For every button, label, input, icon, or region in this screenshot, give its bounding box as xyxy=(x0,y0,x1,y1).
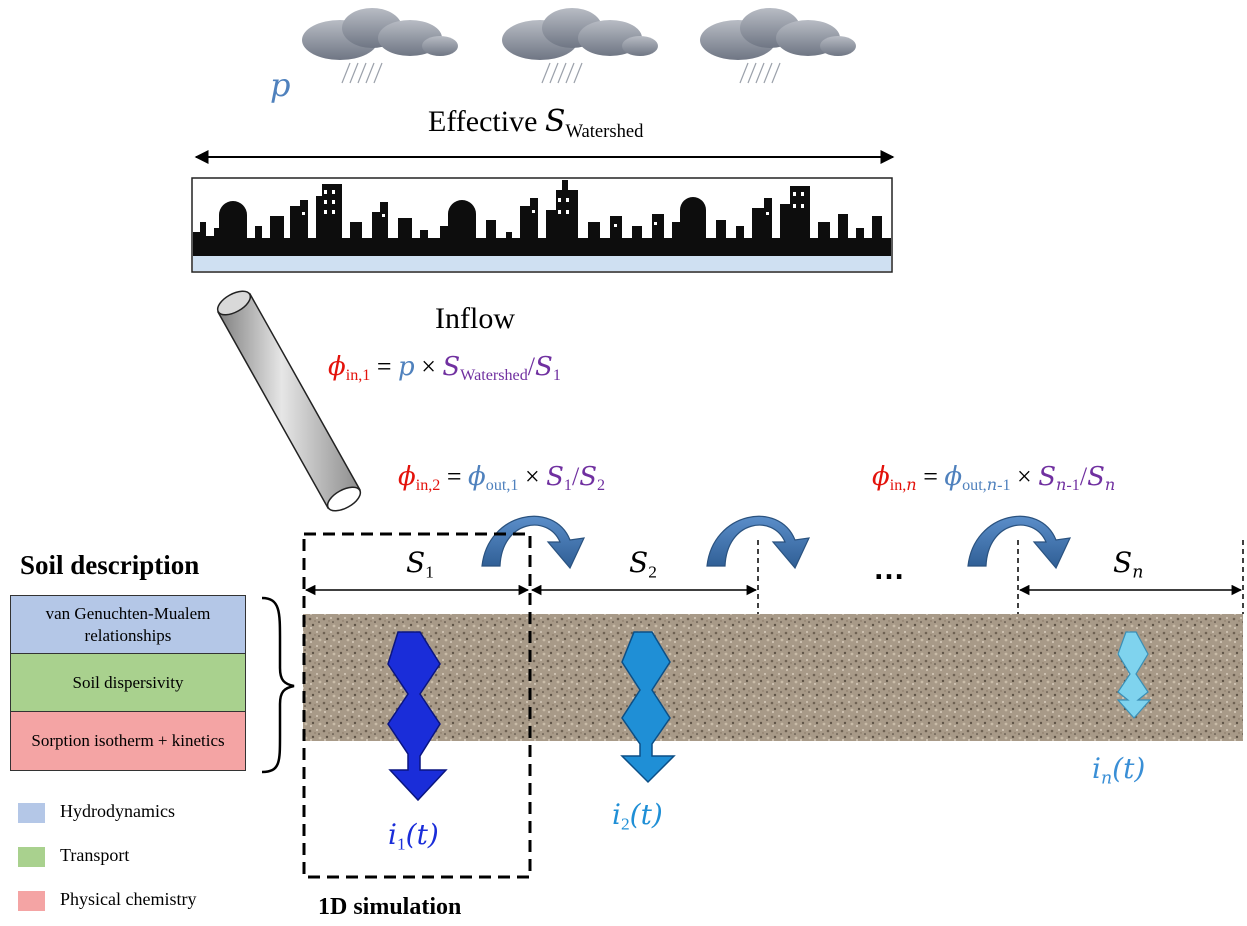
segment-label-1: S1 xyxy=(406,546,434,583)
surface-subscript: 1 xyxy=(563,477,572,495)
phi-symbol: ϕ xyxy=(468,462,486,492)
infiltration-arrow-2 xyxy=(620,631,676,784)
phi-symbol: ϕ xyxy=(944,462,963,492)
legend-swatch-hydrodynamics xyxy=(18,803,45,823)
slash: / xyxy=(527,352,535,381)
city-skyline-icon xyxy=(191,177,893,273)
phi-subscript: in, xyxy=(889,477,907,495)
surface-subscript: 1 xyxy=(552,367,561,385)
infiltration-label-2: i2(t) xyxy=(612,798,663,835)
infiltration-argument: (t) xyxy=(405,818,439,851)
infiltration-symbol: i xyxy=(1092,752,1101,785)
transfer-arrow-icon xyxy=(706,515,811,570)
infiltration-subscript: n xyxy=(1100,768,1113,789)
cloud-icon xyxy=(700,8,856,84)
infiltration-arrow-1 xyxy=(387,631,448,802)
simulation-label: 1D simulation xyxy=(318,894,462,920)
segment-subscript: n xyxy=(1132,562,1144,583)
soil-description-title: Soil description xyxy=(20,550,200,580)
soil-box-hydrodynamics: van Genuchten-Mualem relationships xyxy=(10,595,246,654)
times-sign: × xyxy=(414,352,443,381)
soil-box-physical-chemistry: Sorption isotherm + kinetics xyxy=(10,712,246,771)
surface-subscript-offset: -1 xyxy=(1066,477,1080,495)
soil-box-transport: Soil dispersivity xyxy=(10,654,246,712)
surface-subscript: Watershed xyxy=(460,367,528,385)
watershed-subscript: Watershed xyxy=(565,120,644,142)
surface-symbol: S xyxy=(442,352,461,382)
segment-label-2: S2 xyxy=(629,546,657,583)
legend-swatch-physical-chemistry xyxy=(18,891,45,911)
segment-label-n: Sn xyxy=(1113,546,1143,583)
slash: / xyxy=(1079,462,1088,491)
segment-ellipsis: … xyxy=(873,550,905,586)
infiltration-arrow-n xyxy=(1116,631,1152,719)
phi-subscript: out, xyxy=(962,477,987,495)
segment-symbol: S xyxy=(1113,546,1133,579)
infiltration-label-n: in(t) xyxy=(1092,752,1145,789)
infiltration-argument: (t) xyxy=(1112,752,1146,785)
phi-symbol: ϕ xyxy=(328,352,346,382)
legend-label-physical-chemistry: Physical chemistry xyxy=(60,889,197,909)
cloud-icon xyxy=(502,8,658,84)
soil-layer xyxy=(303,614,1243,741)
segment-subscript: 2 xyxy=(648,562,657,582)
legend-label-transport: Transport xyxy=(60,845,130,865)
segment-symbol: S xyxy=(629,546,649,579)
infiltration-argument: (t) xyxy=(629,798,663,831)
phi-symbol: ϕ xyxy=(872,462,890,492)
equals-sign: = xyxy=(916,462,945,491)
segment-symbol: S xyxy=(406,546,426,579)
rain-symbol: p xyxy=(270,66,291,104)
phi-subscript: in,1 xyxy=(345,367,371,385)
phi-subscript-index: n xyxy=(986,475,998,495)
phi-subscript-offset: -1 xyxy=(997,477,1011,495)
soil-box-label: van Genuchten-Mualem relationships xyxy=(45,603,211,645)
inflow-label: Inflow xyxy=(435,302,515,335)
transfer-arrow-icon xyxy=(967,515,1072,570)
slash: / xyxy=(571,462,580,491)
phi-subscript-index: n xyxy=(906,475,917,495)
cloud-icon xyxy=(302,8,458,84)
surface-subscript: 2 xyxy=(597,477,606,495)
surface-symbol: S xyxy=(535,352,553,382)
times-sign: × xyxy=(1010,462,1039,491)
legend-swatch-transport xyxy=(18,847,45,867)
surface-symbol: S xyxy=(1087,462,1105,492)
soil-box-label: Soil dispersivity xyxy=(72,672,184,692)
watershed-label-prefix: Effective xyxy=(428,105,545,138)
phi-subscript: in,2 xyxy=(415,477,441,495)
infiltration-label-1: i1(t) xyxy=(388,818,439,855)
equals-sign: = xyxy=(440,462,469,491)
watershed-symbol: S xyxy=(544,104,566,139)
times-sign: × xyxy=(518,462,547,491)
phi-symbol: ϕ xyxy=(398,462,416,492)
infiltration-symbol: i xyxy=(388,818,397,851)
phi-subscript: out,1 xyxy=(485,477,519,495)
segment-subscript: 1 xyxy=(425,562,434,582)
legend-label-hydrodynamics: Hydrodynamics xyxy=(60,801,175,821)
infiltration-subscript: 2 xyxy=(620,814,630,834)
formula-inflow-1: ϕin,1 = p × SWatershed/S1 xyxy=(328,352,561,385)
formula-inflow-2: ϕin,2 = ϕout,1 × S1/S2 xyxy=(398,462,605,495)
transfer-arrow-icon xyxy=(481,515,586,570)
infiltration-symbol: i xyxy=(612,798,621,831)
surface-subscript-index: n xyxy=(1056,475,1067,495)
segment-dimensions xyxy=(304,540,1244,614)
equals-sign: = xyxy=(370,352,399,381)
formula-inflow-n: ϕin,n = ϕout,n-1 × Sn-1/Sn xyxy=(872,462,1115,495)
surface-symbol: S xyxy=(1038,462,1057,492)
infiltration-subscript: 1 xyxy=(396,834,406,854)
surface-symbol: S xyxy=(579,462,598,492)
watershed-label: Effective SWatershed xyxy=(428,104,643,143)
rain-symbol: p xyxy=(398,352,415,382)
surface-symbol: S xyxy=(546,462,564,492)
inflow-pipe-icon xyxy=(216,290,362,512)
soil-description-brace xyxy=(261,596,295,774)
surface-subscript-index: n xyxy=(1104,475,1116,495)
soil-box-label: Sorption isotherm + kinetics xyxy=(31,731,225,750)
